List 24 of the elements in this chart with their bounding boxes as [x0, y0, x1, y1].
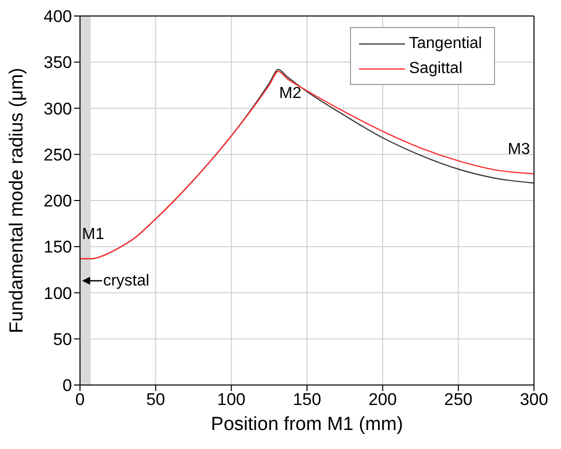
annotation: M3 — [508, 141, 530, 158]
x-tick-label: 0 — [75, 390, 85, 410]
y-tick-label: 250 — [44, 145, 72, 164]
y-tick-label: 400 — [44, 7, 72, 26]
x-tick-label: 300 — [520, 390, 548, 410]
y-tick-label: 50 — [53, 330, 72, 349]
legend-label: Sagittal — [409, 60, 462, 78]
legend-label: Tangential — [409, 34, 482, 52]
x-tick-label: 150 — [292, 390, 322, 410]
x-tick-label: 100 — [217, 390, 246, 410]
y-tick-label: 100 — [44, 284, 72, 303]
y-tick-label: 0 — [62, 376, 72, 396]
annotation: M1 — [82, 226, 104, 244]
y-axis-title: Fundamental mode radius (μm) — [6, 68, 28, 334]
x-axis-title: Position from M1 (mm) — [210, 414, 404, 435]
annotation: M2 — [279, 85, 302, 102]
annotation: crystal — [103, 272, 150, 290]
x-tick-label: 250 — [444, 390, 473, 410]
y-tick-label: 350 — [44, 53, 72, 72]
x-tick-label: 50 — [146, 390, 166, 410]
y-tick-label: 150 — [44, 238, 72, 257]
y-tick-label: 200 — [44, 192, 72, 211]
x-tick-label: 200 — [368, 390, 397, 410]
y-tick-label: 300 — [44, 99, 72, 118]
